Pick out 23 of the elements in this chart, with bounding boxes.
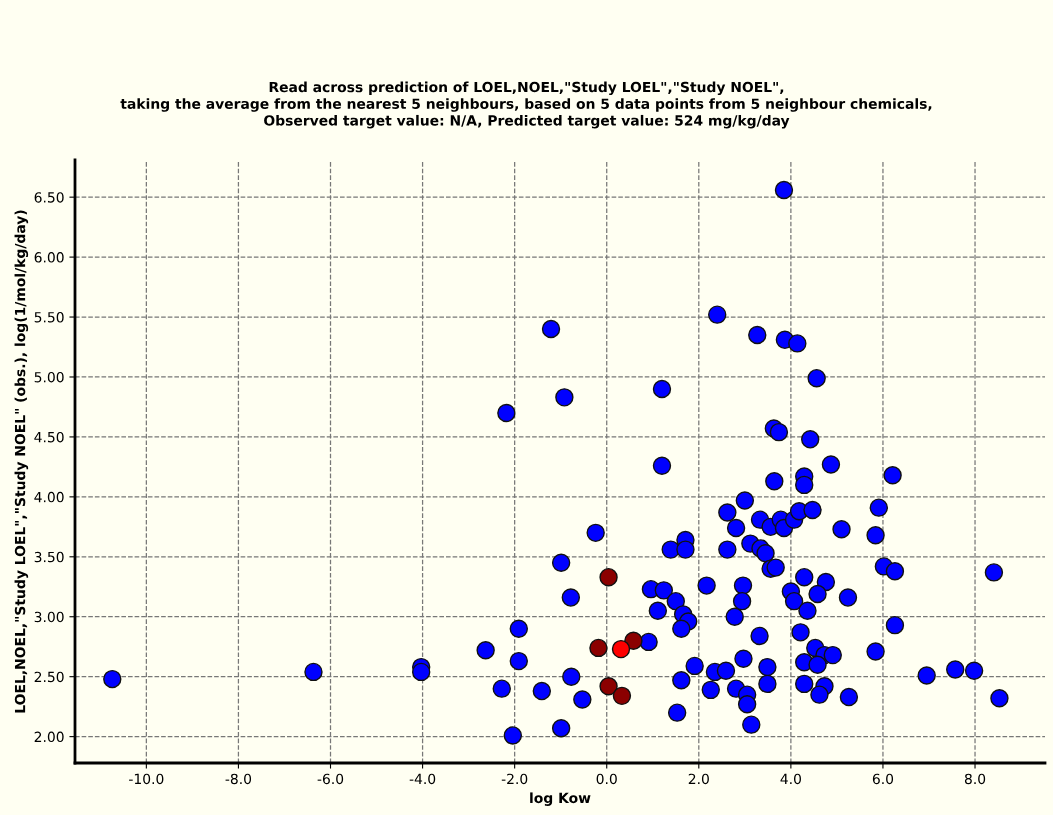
y-tick-label: 6.50 <box>34 192 64 203</box>
y-tick-label: 2.00 <box>34 731 64 743</box>
x-tick-label: -6.0 <box>317 773 344 785</box>
y-tick-label: 3.00 <box>34 611 64 623</box>
x-tick-label: -8.0 <box>225 773 252 785</box>
y-axis-title: LOEL,NOEL,"Study LOEL","Study NOEL" (obs.), log(1/mol/kg/day) <box>14 210 29 713</box>
y-tick-label: 6.00 <box>34 252 64 263</box>
y-tick-label: 5.50 <box>34 312 64 323</box>
x-tick-label: 0.0 <box>596 773 617 785</box>
y-tick-label: 4.50 <box>34 431 64 443</box>
x-tick-label: -4.0 <box>409 773 436 785</box>
x-tick-label: 6.0 <box>872 773 894 785</box>
x-tick-label: 2.0 <box>688 773 709 785</box>
y-tick-label: 2.50 <box>34 671 64 683</box>
y-tick-label: 3.50 <box>34 551 64 563</box>
x-tick-label: -10.0 <box>129 773 164 785</box>
y-tick-label: 4.00 <box>34 491 64 503</box>
x-tick-label: 4.0 <box>780 773 801 785</box>
x-tick-label: -2.0 <box>501 773 528 785</box>
y-tick-label: 5.00 <box>34 371 64 383</box>
x-axis-title: log Kow <box>530 792 591 806</box>
x-tick-label: 8.0 <box>964 773 986 785</box>
chart-title: Read across prediction of LOEL,NOEL,"Study LOEL","Study NOEL", taking the average from the nearest 5 neighbours, based on 5 data points from 5 neighbour chemicals, Observed target value: N/A, Predicted target value: 524 mg/kg/day <box>120 81 932 129</box>
